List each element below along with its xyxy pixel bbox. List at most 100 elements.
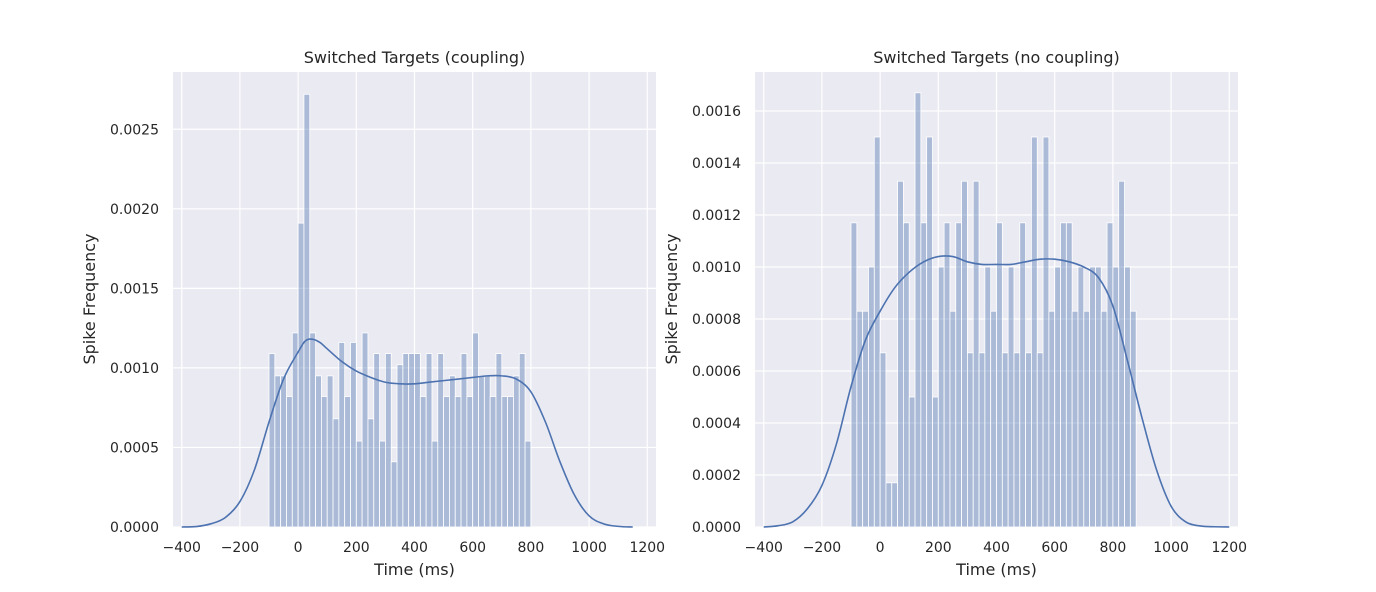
histogram-bar [332,418,340,528]
histogram-bar [524,440,532,528]
y-axis-label: Spike Frequency [662,233,681,364]
histogram-bar [1001,352,1009,528]
histogram-bar [943,222,951,528]
histogram-bar [1019,222,1026,528]
histogram-bar [437,353,444,528]
histogram-bar [355,440,363,528]
histogram-bar [495,353,503,528]
histogram-bar [449,375,456,528]
histogram-bar [478,375,485,528]
histogram-bar [320,396,328,528]
histogram-bar [914,92,922,528]
y-tick-label: 0.0010 [110,361,159,377]
y-tick-labels: 0.0000 0.0002 0.0004 0.0006 0.0008 0.0010 0.00… [692,104,741,536]
histogram-bar [1124,266,1131,528]
histogram-bar [949,310,957,528]
kde-curve [763,255,1230,528]
histogram-bar [955,222,962,528]
histogram-bar [897,180,904,528]
x-tick-label: 600 [1041,540,1068,556]
histogram-bar [1089,266,1096,528]
x-tick-labels: −400 −200 0 200 400 600 800 1000 1200 [745,540,1248,556]
kde-curve [181,338,633,528]
histogram-bar [268,353,276,528]
histogram-bar [1060,222,1067,528]
y-tick-label: 0.0020 [110,202,159,218]
chart-title: Switched Targets (coupling) [304,48,525,67]
histogram-bar [350,342,357,528]
x-tick-label: −400 [745,540,783,556]
histogram-bar [1071,310,1079,528]
histogram-bar [990,310,997,528]
histogram-bar [1118,180,1125,528]
histogram-bar [466,396,474,528]
x-tick-label: 1000 [1153,540,1189,556]
histogram-bar [1036,352,1044,528]
histogram-bar [926,136,933,528]
histogram-bars [268,93,532,528]
histogram-bar [961,180,968,528]
histogram-bar [908,396,916,528]
histogram-bar [338,342,346,528]
histogram-bar [1083,310,1091,528]
y-tick-labels: 0.0000 0.0005 0.0010 0.0015 0.0020 0.0025 [110,122,159,536]
histogram-bar [1100,310,1108,528]
histogram-bar [513,375,520,528]
histogram-bar [280,375,287,528]
histogram-bar [1095,266,1102,528]
x-tick-label: 400 [983,540,1010,556]
y-tick-label: 0.0015 [110,281,159,297]
histogram-bar [326,375,334,528]
histogram-bar [373,353,380,528]
subplot-no-coupling: −400 −200 0 200 400 600 800 1000 1200 0.00000.00… [662,48,1247,579]
x-tick-label: 1200 [629,540,665,556]
x-tick-label: 800 [1100,540,1127,556]
histogram-bar [303,93,311,528]
histogram-bar [472,332,479,528]
histogram-bar [291,332,299,528]
histogram-bar [431,440,439,528]
x-tick-label: 200 [343,540,370,556]
histogram-bar [996,222,1003,528]
x-tick-label: 800 [518,540,545,556]
histogram-bar [425,353,433,528]
histogram-bar [454,396,462,528]
y-tick-label: 0.0005 [110,440,159,456]
y-tick-label: 0.0006 [692,364,741,380]
histogram-bar [891,482,898,528]
x-axis-label: Time (ms) [955,560,1037,579]
histogram-bar [390,461,398,528]
histogram-bar [460,353,468,528]
histogram-bar [856,310,864,528]
x-tick-label: 0 [294,540,303,556]
y-tick-label: 0.0016 [692,104,741,120]
histogram-bar [920,222,928,528]
histogram-bar [286,396,293,528]
histogram-bar [873,136,881,528]
subplot-coupling: −400 −200 0 200 400 600 800 1000 1200 0.00000.00… [80,48,665,579]
histogram-bar [1112,266,1120,528]
histogram-bar [518,353,526,528]
histogram-bar [1007,266,1015,528]
x-tick-label: 200 [925,540,952,556]
chart-title: Switched Targets (no coupling) [873,48,1119,67]
histogram-bar [367,418,375,528]
x-tick-label: 600 [459,540,486,556]
y-tick-label: 0.0002 [692,468,741,484]
histogram-bar [1031,136,1038,528]
histogram-bar [1065,222,1073,528]
histogram-bar [414,353,421,528]
histogram-bar [1048,310,1056,528]
x-tick-label: 1200 [1211,540,1247,556]
histogram-bar [443,396,450,528]
y-axis-label: Spike Frequency [80,233,99,364]
x-tick-label: −200 [221,540,259,556]
x-tick-label: −400 [163,540,201,556]
y-tick-label: 0.0000 [692,520,741,536]
histogram-bar [344,396,351,528]
y-tick-label: 0.0012 [692,208,741,224]
histogram-bar [309,332,316,528]
histogram-bar [978,352,986,528]
histogram-bar [379,440,386,528]
